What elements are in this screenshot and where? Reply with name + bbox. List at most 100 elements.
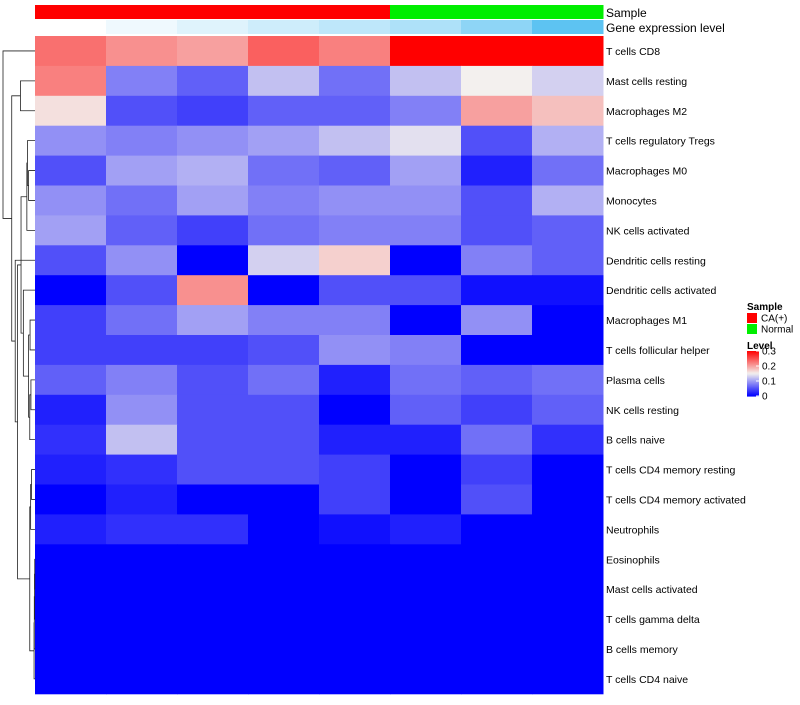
heatmap-cell xyxy=(319,126,391,156)
gene-expression-annotation-cell xyxy=(532,20,604,34)
row-label: Macrophages M0 xyxy=(606,166,687,178)
heatmap-cell xyxy=(390,514,462,544)
heatmap-cell xyxy=(177,186,249,216)
heatmap-cell xyxy=(532,634,604,664)
row-dendrogram xyxy=(3,51,35,679)
heatmap-cell xyxy=(248,305,320,335)
dendrogram-branch xyxy=(15,260,35,422)
heatmap-cell xyxy=(390,96,462,126)
heatmap-cell xyxy=(177,36,249,66)
heatmap-cell xyxy=(106,544,178,574)
heatmap-cell xyxy=(390,305,462,335)
heatmap-cell xyxy=(390,365,462,395)
heatmap-cell xyxy=(106,96,178,126)
heatmap-cell xyxy=(461,634,533,664)
heatmap-cell xyxy=(35,365,107,395)
row-label: T cells follicular helper xyxy=(606,345,710,357)
level-legend-tick-label: 0.3 xyxy=(762,347,776,358)
heatmap-cell xyxy=(319,574,391,604)
dendrogram-branch xyxy=(32,470,35,500)
sample-legend-title: Sample xyxy=(747,302,783,313)
heatmap-cell xyxy=(177,604,249,634)
row-label: Macrophages M1 xyxy=(606,315,687,327)
row-label: Eosinophils xyxy=(606,554,660,566)
heatmap-cell xyxy=(319,365,391,395)
heatmap-cell xyxy=(461,544,533,574)
heatmap-cell xyxy=(319,514,391,544)
heatmap-cell xyxy=(106,634,178,664)
heatmap-cell xyxy=(248,96,320,126)
heatmap-cell xyxy=(35,485,107,515)
row-label: T cells CD4 naive xyxy=(606,674,688,686)
gene-expression-annotation-cell xyxy=(35,20,107,34)
heatmap-cell xyxy=(106,126,178,156)
heatmap-cell xyxy=(461,365,533,395)
heatmap-cell xyxy=(461,335,533,365)
heatmap-cell xyxy=(248,544,320,574)
heatmap-cell xyxy=(319,455,391,485)
heatmap-cell xyxy=(106,604,178,634)
heatmap-cell xyxy=(177,96,249,126)
heatmap-cell xyxy=(461,36,533,66)
heatmap-cell xyxy=(319,544,391,574)
heatmap-cell xyxy=(35,634,107,664)
sample-legend-entry: CA(+) xyxy=(761,314,787,325)
heatmap-cell xyxy=(319,604,391,634)
sample-annotation-cell xyxy=(319,5,391,19)
heatmap-cell xyxy=(532,215,604,245)
heatmap-cell xyxy=(390,664,462,694)
heatmap-cell xyxy=(532,36,604,66)
heatmap-cell xyxy=(390,66,462,96)
dendrogram-branch xyxy=(31,380,35,410)
heatmap-cell xyxy=(35,514,107,544)
heatmap-cell xyxy=(35,66,107,96)
sample-annotation-cell xyxy=(35,5,107,19)
heatmap-cell xyxy=(319,664,391,694)
heatmap-cell xyxy=(106,66,178,96)
heatmap-cell xyxy=(532,455,604,485)
heatmap-cell xyxy=(532,156,604,186)
heatmap-cell xyxy=(177,66,249,96)
heatmap-cell xyxy=(248,66,320,96)
sample-legend-entry: Normal xyxy=(761,325,793,336)
dendrogram-branch xyxy=(29,171,35,201)
heatmap-cell xyxy=(35,574,107,604)
heatmap-cell xyxy=(390,574,462,604)
row-label: T cells gamma delta xyxy=(606,614,700,626)
row-label: NK cells activated xyxy=(606,225,690,237)
heatmap-cell xyxy=(319,96,391,126)
heatmap-cell xyxy=(177,664,249,694)
heatmap-cell xyxy=(319,66,391,96)
heatmap-cell xyxy=(35,275,107,305)
heatmap-cell xyxy=(248,245,320,275)
sample-annotation-label: Sample xyxy=(606,6,647,20)
heatmap-cell xyxy=(461,455,533,485)
heatmap-cell xyxy=(390,485,462,515)
heatmap-cell xyxy=(35,544,107,574)
heatmap-cell xyxy=(390,245,462,275)
heatmap-cell xyxy=(35,156,107,186)
heatmap-cell xyxy=(390,425,462,455)
heatmap-cell xyxy=(461,514,533,544)
row-label: Plasma cells xyxy=(606,375,665,387)
heatmap-cell xyxy=(106,305,178,335)
heatmap-cell xyxy=(532,66,604,96)
heatmap-cell xyxy=(319,305,391,335)
level-legend-tick-label: 0 xyxy=(762,392,768,403)
heatmap-cell xyxy=(177,455,249,485)
heatmap-cell xyxy=(106,395,178,425)
heatmap-cell xyxy=(177,485,249,515)
heatmap-cell xyxy=(319,156,391,186)
heatmap-cell xyxy=(461,96,533,126)
gene-expression-annotation-cell xyxy=(461,20,533,34)
heatmap-cell xyxy=(35,245,107,275)
heatmap-cell xyxy=(461,215,533,245)
row-label: T cells CD4 memory activated xyxy=(606,494,746,506)
heatmap-cell xyxy=(532,245,604,275)
heatmap-cell xyxy=(248,574,320,604)
heatmap-cell xyxy=(532,544,604,574)
row-label: T cells CD4 memory resting xyxy=(606,465,735,477)
heatmap-cell xyxy=(177,425,249,455)
